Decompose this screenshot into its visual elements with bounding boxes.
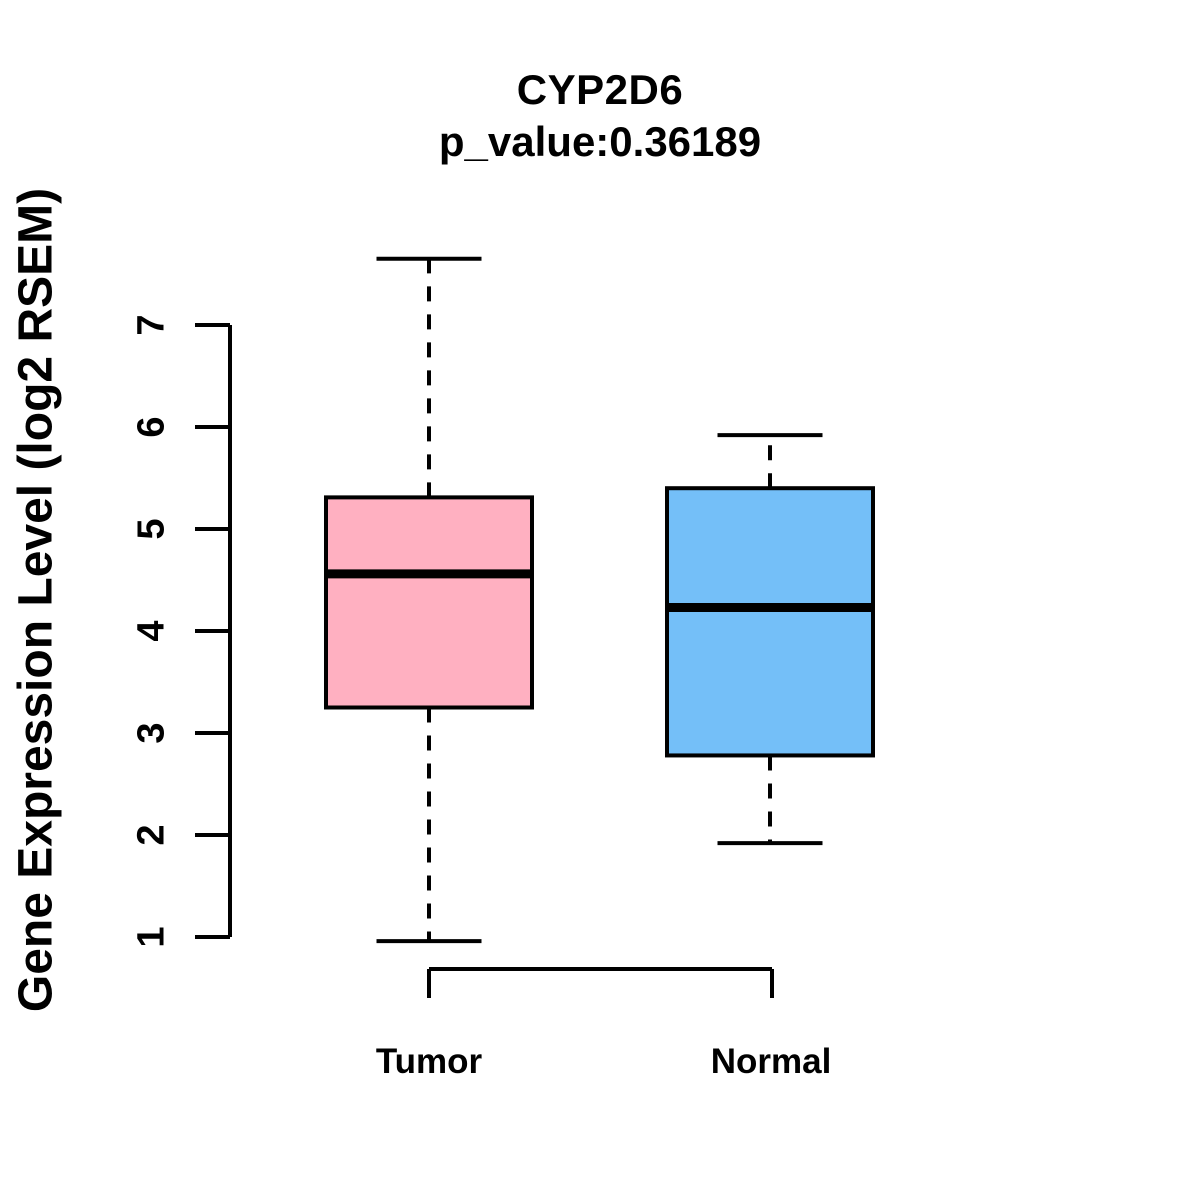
- y-tick-label-7: 7: [130, 314, 173, 336]
- y-tick-label-6: 6: [130, 416, 173, 438]
- x-label-tumor: Tumor: [375, 1042, 483, 1081]
- y-axis-label: Gene Expression Level (log2 RSEM): [9, 187, 63, 1013]
- chart-subtitle-pvalue: p_value:0.36189: [438, 118, 762, 165]
- y-axis: [195, 323, 232, 939]
- box-normal: [665, 433, 875, 846]
- box-tumor: [324, 256, 534, 944]
- y-tick-label-1: 1: [130, 926, 173, 948]
- y-tick-label-2: 2: [130, 824, 173, 846]
- box-rect-normal: [665, 486, 875, 758]
- y-tick-label-4: 4: [130, 620, 173, 642]
- y-tick-label-5: 5: [130, 518, 173, 540]
- x-label-normal: Normal: [710, 1042, 832, 1081]
- box-rect-tumor: [324, 495, 534, 710]
- chart-title: CYP2D6: [516, 66, 684, 113]
- group-bracket: [427, 967, 774, 998]
- y-tick-label-3: 3: [130, 722, 173, 744]
